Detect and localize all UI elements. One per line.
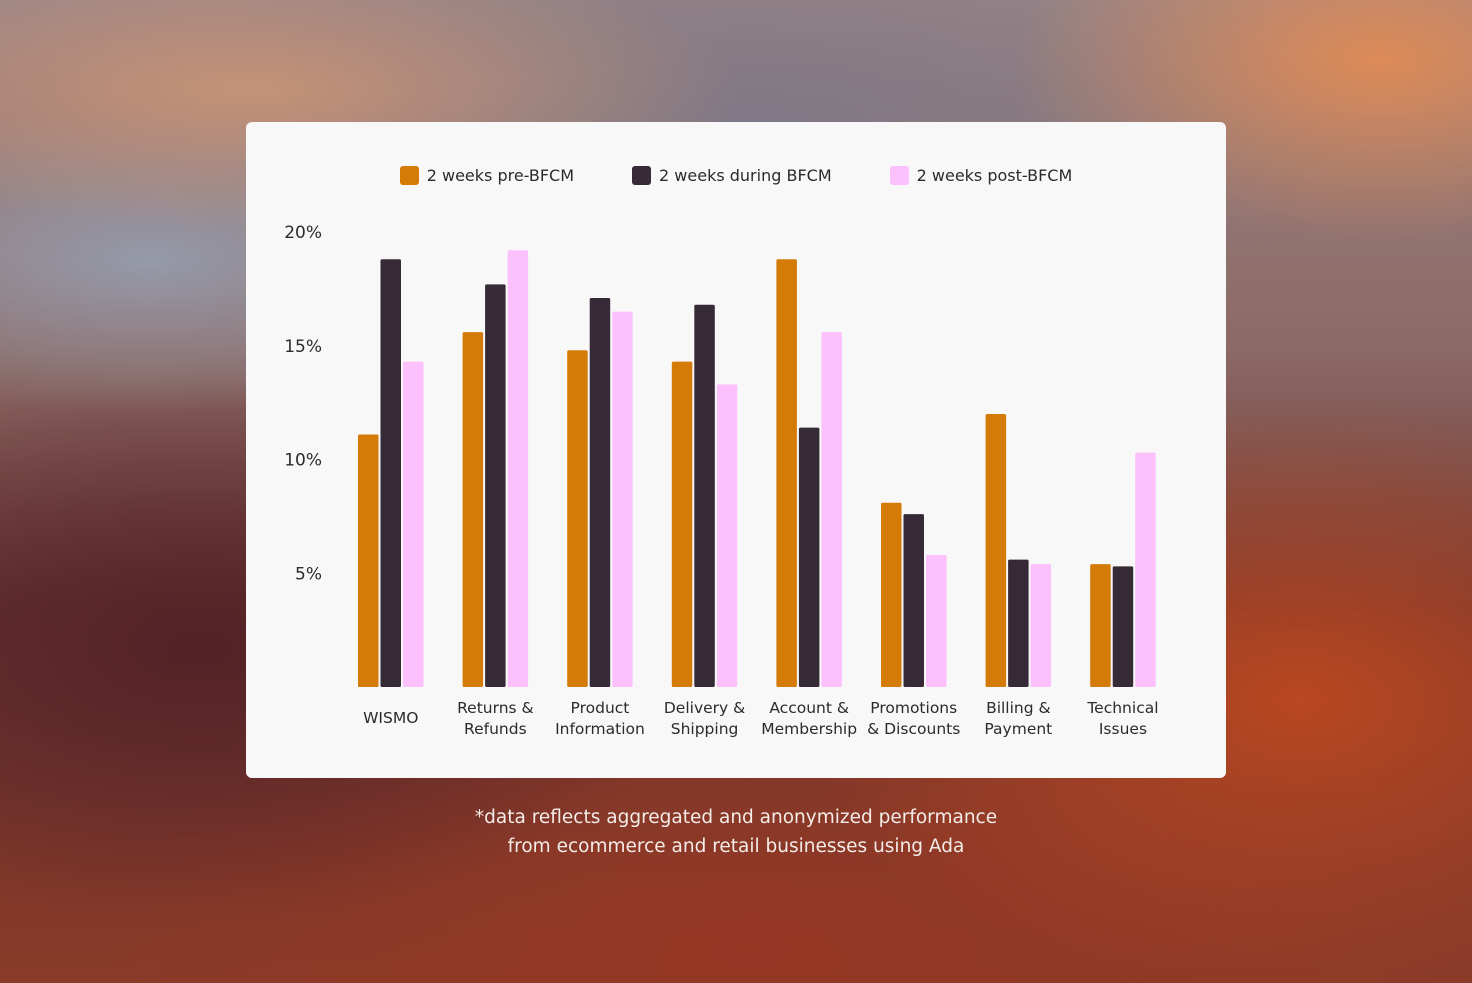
legend-swatch-post-bfcm — [889, 166, 909, 185]
bar-billing-payment-during-bfcm — [1008, 559, 1029, 687]
bar-delivery-shipping-during-bfcm — [694, 304, 715, 687]
legend-item-post-bfcm: 2 weeks post-BFCM — [889, 166, 1073, 185]
x-tick-label-delivery-shipping: Delivery & — [664, 699, 745, 717]
bar-wismo-pre-bfcm — [358, 434, 379, 687]
bar-product-information-post-bfcm — [612, 311, 633, 687]
y-tick-label: 15% — [284, 337, 322, 357]
legend-label-post-bfcm: 2 weeks post-BFCM — [916, 166, 1073, 185]
x-tick-label-promotions-discounts: Promotions — [870, 699, 957, 717]
bar-technical-issues-during-bfcm — [1112, 566, 1134, 687]
footnote-line-2: from ecommerce and retail businesses usi… — [507, 836, 965, 857]
bar-delivery-shipping-post-bfcm — [716, 384, 738, 687]
bar-returns-refunds-pre-bfcm — [462, 332, 484, 687]
x-tick-label-account-membership: Membership — [761, 720, 857, 738]
y-tick-label: 20% — [284, 223, 322, 243]
bar-promotions-discounts-post-bfcm — [926, 555, 947, 687]
legend-swatch-pre-bfcm — [399, 166, 419, 185]
legend-swatch-during-bfcm — [632, 166, 652, 185]
bar-wismo-during-bfcm — [380, 259, 401, 687]
x-tick-label-billing-payment: Payment — [984, 720, 1052, 738]
footnote: *data reflects aggregated and anonymized… — [0, 803, 1472, 861]
x-tick-label-account-membership: Account & — [769, 699, 849, 717]
y-tick-label: 10% — [284, 451, 322, 471]
x-tick-label-product-information: Product — [571, 699, 630, 717]
legend-item-pre-bfcm: 2 weeks pre-BFCM — [399, 166, 575, 185]
legend-label-pre-bfcm: 2 weeks pre-BFCM — [426, 166, 575, 185]
bar-product-information-pre-bfcm — [567, 350, 588, 687]
x-tick-label-delivery-shipping: Shipping — [671, 720, 739, 738]
bar-chart: 20% 15% 10% 5% WISMO Returns & Refunds Product I… — [284, 223, 1158, 738]
bar-delivery-shipping-pre-bfcm — [671, 361, 693, 687]
bar-promotions-discounts-pre-bfcm — [881, 502, 902, 687]
x-tick-label-product-information: Information — [555, 720, 645, 738]
x-tick-label-technical-issues: Technical — [1086, 699, 1158, 717]
bar-billing-payment-post-bfcm — [1030, 564, 1052, 687]
bar-account-membership-pre-bfcm — [776, 259, 797, 687]
x-tick-label-returns-refunds: Refunds — [464, 720, 527, 738]
chart-legend: 2 weeks pre-BFCM 2 weeks during BFCM 2 w… — [246, 166, 1226, 185]
bar-product-information-during-bfcm — [589, 297, 611, 687]
bar-technical-issues-post-bfcm — [1135, 452, 1156, 687]
bar-account-membership-post-bfcm — [821, 332, 842, 687]
bar-technical-issues-pre-bfcm — [1090, 564, 1111, 687]
bar-wismo-post-bfcm — [403, 361, 424, 687]
footnote-line-1: *data reflects aggregated and anonymized… — [474, 807, 998, 828]
bar-returns-refunds-post-bfcm — [507, 250, 529, 687]
bar-returns-refunds-during-bfcm — [485, 284, 506, 687]
x-tick-label-wismo: WISMO — [363, 709, 418, 727]
x-tick-label-billing-payment: Billing & — [986, 699, 1051, 717]
y-tick-label: 5% — [295, 564, 322, 584]
bar-promotions-discounts-during-bfcm — [903, 514, 924, 687]
bar-billing-payment-pre-bfcm — [985, 414, 1007, 687]
x-tick-label-technical-issues: Issues — [1099, 720, 1147, 738]
legend-item-during-bfcm: 2 weeks during BFCM — [632, 166, 832, 185]
chart-card: 2 weeks pre-BFCM 2 weeks during BFCM 2 w… — [246, 122, 1226, 778]
x-tick-label-returns-refunds: Returns & — [457, 699, 534, 717]
bar-account-membership-during-bfcm — [798, 427, 820, 687]
x-tick-label-promotions-discounts: & Discounts — [867, 720, 960, 738]
legend-label-during-bfcm: 2 weeks during BFCM — [659, 166, 832, 185]
